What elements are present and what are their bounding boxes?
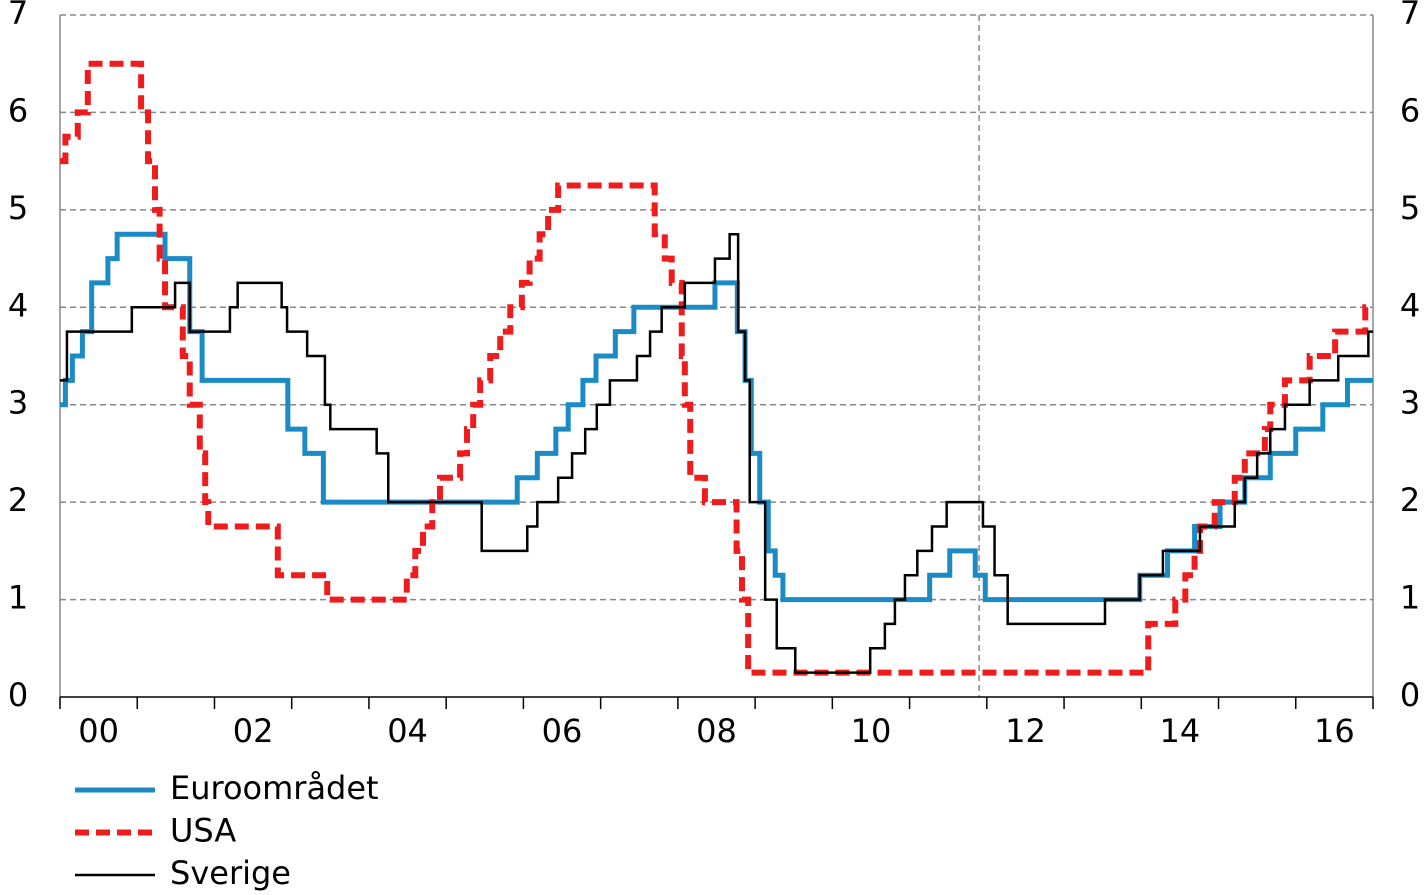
x-tick-label: 06 (542, 712, 583, 750)
y2-tick-label: 0 (1400, 676, 1420, 714)
y2-tick-label: 5 (1400, 189, 1420, 227)
y-tick-label: 2 (8, 481, 28, 519)
x-tick-label: 04 (387, 712, 428, 750)
x-tick-label: 02 (233, 712, 274, 750)
x-tick-label: 12 (1005, 712, 1046, 750)
y-tick-label: 5 (8, 189, 28, 227)
y-tick-label: 7 (8, 0, 28, 32)
y-tick-label: 4 (8, 286, 28, 324)
y2-tick-label: 2 (1400, 481, 1420, 519)
x-tick-label: 08 (696, 712, 737, 750)
legend-label: Sverige (170, 854, 291, 892)
y-tick-label: 3 (8, 384, 28, 422)
x-tick-label: 10 (851, 712, 892, 750)
y2-tick-label: 3 (1400, 384, 1420, 422)
y2-tick-label: 1 (1400, 579, 1420, 617)
y2-tick-label: 6 (1400, 91, 1420, 129)
y-tick-label: 6 (8, 91, 28, 129)
legend-label: USA (170, 812, 236, 850)
series-line (60, 60, 1373, 676)
series-line (60, 232, 1373, 674)
y-tick-label: 1 (8, 579, 28, 617)
x-tick-label: 14 (1160, 712, 1201, 750)
x-tick-label: 00 (78, 712, 119, 750)
series-line (60, 231, 1373, 603)
y2-tick-label: 7 (1400, 0, 1420, 32)
legend-label: Euroområdet (170, 769, 379, 807)
y2-tick-label: 4 (1400, 286, 1420, 324)
x-tick-label: 16 (1314, 712, 1355, 750)
y-tick-label: 0 (8, 676, 28, 714)
